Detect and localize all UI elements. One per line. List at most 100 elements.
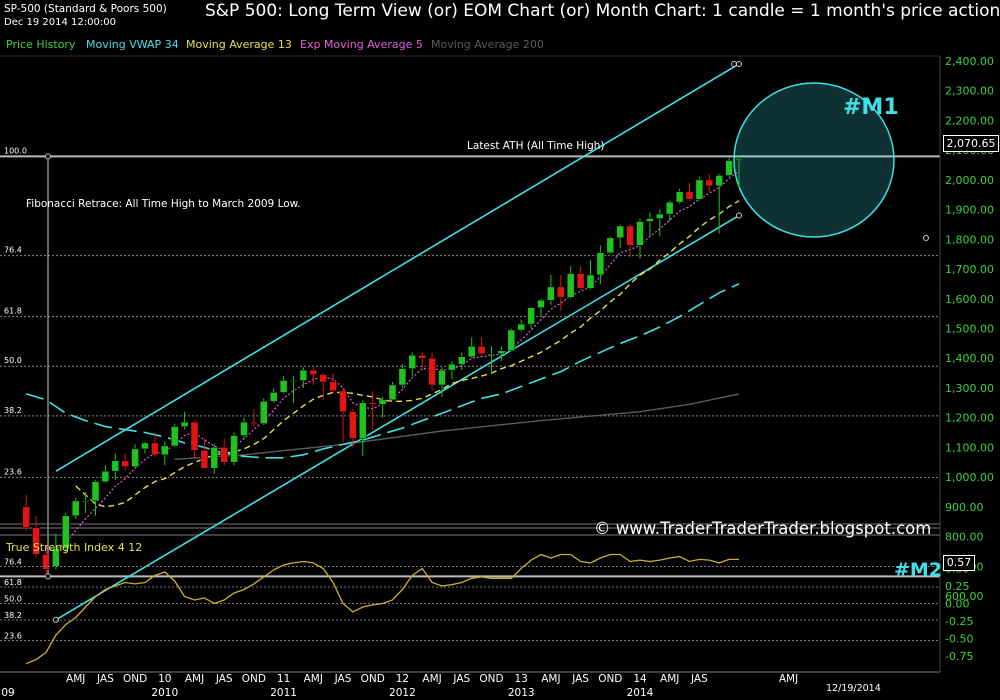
candle — [32, 515, 40, 558]
month-tick-label: AMJ — [66, 673, 85, 685]
price-tick-label: 1,400.00 — [945, 352, 994, 365]
legend-vwap34: Moving VWAP 34 — [86, 38, 179, 51]
datetime-label: Dec 19 2014 12:00:00 — [4, 17, 116, 28]
price-tick-label: 800.00 — [945, 531, 984, 544]
m2-marker: #M2 — [894, 559, 943, 581]
ema5-line — [45, 170, 740, 551]
candle-body — [260, 401, 268, 424]
candle — [616, 224, 624, 249]
candle-body — [646, 218, 654, 222]
candle — [408, 352, 417, 377]
channel-anchor — [923, 235, 929, 241]
candle — [210, 444, 219, 475]
candle-body — [230, 435, 238, 463]
candle-body — [527, 307, 535, 325]
candle — [458, 352, 466, 371]
candle — [626, 224, 634, 258]
candle-body — [62, 515, 70, 549]
candle-body — [279, 380, 288, 393]
candle — [131, 444, 139, 469]
fib-annotation: Fibonacci Retrace: All Time High to Marc… — [26, 198, 301, 210]
candle — [467, 337, 476, 359]
candle-body — [180, 421, 189, 427]
year-tick-label: 2011 — [270, 687, 297, 699]
month-tick-label: JAS — [452, 673, 470, 685]
price-tick-label: 1,700.00 — [945, 263, 994, 276]
candle-body — [210, 447, 219, 469]
candle — [81, 491, 90, 513]
month-tick-label: 13 — [515, 673, 528, 685]
price-candles — [22, 156, 743, 577]
candle — [190, 420, 199, 460]
fib-label: 23.6 — [4, 467, 22, 476]
channel-anchor — [736, 60, 742, 67]
price-tick-label: 1,900.00 — [945, 204, 994, 217]
month-tick-label: OND — [598, 673, 622, 685]
candle-body — [636, 221, 644, 246]
channel-anchor — [731, 61, 737, 67]
candle-body — [458, 356, 466, 365]
channel-upper-line — [55, 63, 740, 472]
price-tick-label: 2,000.00 — [945, 174, 994, 187]
candle-body — [735, 158, 743, 161]
candle — [180, 411, 189, 430]
price-tick-label: 2,200.00 — [945, 114, 994, 127]
candle-body — [91, 481, 100, 502]
month-tick-label: OND — [361, 673, 385, 685]
tsi-tick-label: -0.25 — [945, 615, 973, 628]
candle-body — [656, 213, 664, 219]
ath-annotation: Latest ATH (All Time High) — [467, 140, 605, 152]
month-tick-label: 11 — [277, 673, 290, 685]
candle-body — [715, 175, 723, 187]
candle — [42, 545, 50, 577]
price-tick-label: 2,400.00 — [945, 55, 994, 68]
candle-body — [190, 421, 199, 451]
candle-body — [101, 470, 110, 482]
candle-body — [448, 363, 456, 371]
tsi-tick-label: -0.75 — [945, 650, 973, 663]
month-tick-label: OND — [123, 673, 147, 685]
candle — [299, 367, 308, 388]
candle-body — [200, 450, 209, 469]
ma200-line — [174, 393, 740, 460]
fib-label: 76.4 — [4, 246, 22, 255]
tsi-fib-label: 38.2 — [4, 611, 22, 620]
month-tick-label: AMJ — [541, 673, 560, 685]
candle-body — [161, 445, 169, 456]
candle — [250, 408, 258, 427]
price-tick-label: 2,300.00 — [945, 85, 994, 98]
candle — [715, 173, 723, 234]
month-tick-label: AMJ — [779, 673, 798, 685]
year-tick-label: 2012 — [389, 687, 416, 699]
candle-body — [309, 369, 318, 375]
candle-body — [220, 447, 228, 463]
candle — [725, 157, 733, 177]
month-tick-label: AMJ — [304, 673, 323, 685]
ma13-line — [75, 200, 740, 508]
year-tick-label: 2013 — [508, 687, 535, 699]
candle — [695, 176, 704, 201]
candle-body — [477, 346, 486, 355]
price-tick-label: 1,000.00 — [945, 471, 994, 484]
candle — [428, 352, 436, 391]
candle-body — [81, 500, 90, 503]
candle — [359, 399, 367, 457]
candle — [141, 441, 149, 454]
month-tick-label: JAS — [571, 673, 589, 685]
candle-body — [141, 442, 149, 450]
candle — [487, 346, 496, 374]
date-stamp: 12/19/2014 — [826, 683, 881, 694]
price-tick-label: 1,800.00 — [945, 233, 994, 246]
candle-body — [507, 329, 516, 352]
candle — [576, 266, 585, 290]
candle-body — [557, 286, 565, 298]
candle — [329, 373, 337, 394]
chart-title: S&P 500: Long Term View (or) EOM Chart (… — [205, 1, 1000, 21]
candle — [289, 376, 298, 403]
month-tick-label: OND — [479, 673, 503, 685]
candle-body — [131, 448, 139, 467]
candle-body — [151, 442, 159, 456]
month-tick-label: 12 — [396, 673, 409, 685]
price-fib-gridlines — [0, 153, 940, 580]
candle — [557, 275, 565, 311]
